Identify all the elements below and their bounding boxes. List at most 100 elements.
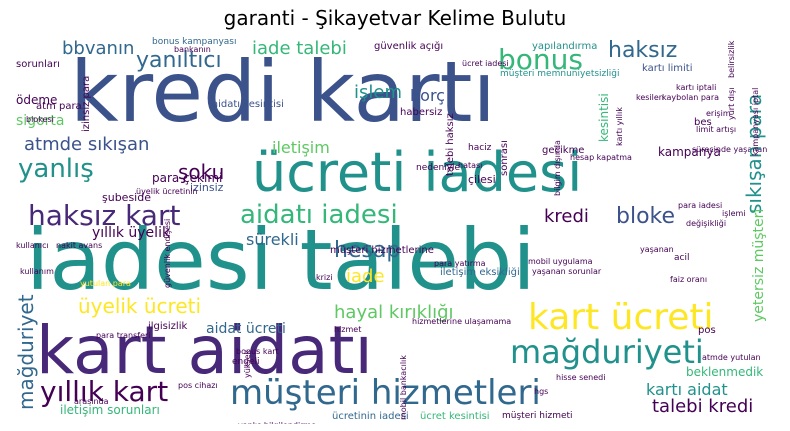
word: para transferi [96, 331, 151, 340]
word: mobil bankacılık [399, 355, 408, 420]
word: sigorta [16, 113, 65, 129]
word: haciz [468, 143, 492, 153]
word: ödeme [16, 93, 58, 107]
word-cloud: kredi kartı iadesi talebi kart aidatı üc… [16, 36, 775, 424]
word: yanlış bilgilendirme [238, 422, 316, 425]
word: bankanın [174, 45, 211, 54]
word: değişikliği [686, 219, 727, 228]
word: bes [694, 117, 712, 128]
word: işlemi [722, 209, 746, 218]
word: nedeniyle [416, 163, 461, 173]
word: yanıltıcı [136, 48, 222, 73]
word: iletişim [272, 138, 330, 157]
word: sorunları [16, 59, 60, 70]
word: para yatırma [434, 259, 486, 268]
word: limit artışı [696, 125, 737, 134]
word: krizi [316, 273, 333, 282]
word: mobil uygulama [528, 257, 593, 266]
word: pos cihazı [178, 381, 218, 390]
word: yurt dışı [727, 87, 736, 120]
word: kartı yıllık [615, 107, 624, 146]
word: hayal kırıklığı [334, 302, 454, 323]
word: blokesi [26, 115, 54, 124]
word: sonrası [499, 140, 510, 176]
word: aidatı iadesi [240, 200, 398, 230]
word: yıllık üyelik [92, 225, 171, 241]
word: acil [674, 253, 690, 263]
word: borç [410, 86, 445, 105]
word: atmde yutulan [702, 353, 761, 362]
word: iade [346, 266, 385, 287]
word: erişim [706, 109, 731, 118]
word: müşteri hizmeti [502, 411, 573, 421]
word: kampanya [658, 145, 721, 159]
word: iletişim eksikliği [440, 267, 520, 278]
word: güvenlik açığı [374, 41, 444, 52]
word: müşteri hizmetlerine [330, 245, 434, 256]
word: çilesi [468, 173, 496, 186]
word: üyelik ücreti [78, 294, 202, 318]
word: yaşanan sorunlar [532, 267, 602, 276]
word: kesilen [636, 93, 664, 102]
word: hesap [334, 238, 401, 263]
word: yıllık kart [40, 375, 169, 408]
word: müşteri memnuniyetsizliği [500, 69, 620, 79]
word: iadesi talebi [26, 211, 536, 309]
word: kartı limiti [642, 63, 693, 74]
word: atm para [36, 101, 82, 112]
word: mağduriyeti [510, 333, 704, 371]
word: yutulan para [80, 279, 131, 288]
word: ücret iadesi [462, 59, 509, 68]
word: para çekimi [152, 171, 223, 185]
word: para iadesi [678, 201, 723, 210]
word: talebi haksız [445, 113, 456, 176]
word: bloke [616, 204, 676, 229]
word: hizmetlerine ulaşamama [412, 317, 512, 326]
word: engeli [232, 357, 260, 367]
word: ücretinin iadesi [332, 411, 409, 422]
word: kartı iptali [676, 83, 717, 92]
word: hgs [534, 387, 549, 396]
word: haksız kart [28, 199, 181, 232]
word: ilgisizlik [148, 321, 188, 332]
word: bilgim dışında [553, 140, 562, 196]
word: müşteri hizmetleri [230, 373, 541, 413]
word: üyelik ücretinin [136, 187, 198, 196]
word: aidatı kesintisi [212, 99, 284, 110]
word: izinsiz para [81, 75, 92, 132]
word: belirsizlik [727, 40, 736, 78]
word: faiz oranı [670, 275, 708, 284]
chart-title: garanti - Şikayetvar Kelime Bulutu [223, 6, 567, 30]
word: kart ücreti [528, 297, 714, 338]
word: izinsiz [190, 181, 224, 194]
word: ücreti iadesi [252, 141, 583, 204]
word: arasında [74, 397, 109, 406]
word: haksız [608, 38, 678, 63]
word: kartı aidat [646, 380, 728, 399]
word: gecikme [542, 145, 585, 156]
word: nakit avans [56, 241, 103, 250]
word: hesap kapatma [570, 153, 632, 162]
word: kredi [544, 206, 589, 227]
word: mağduriyet [16, 294, 38, 410]
word: iletişim sorunları [60, 403, 160, 417]
word: bonus kampanyası [152, 37, 237, 47]
word: pos [698, 325, 716, 336]
word: yapılandırma [532, 41, 598, 52]
word: habersiz [400, 107, 443, 118]
word: işlem [354, 82, 402, 103]
word: ücret kesintisi [420, 411, 490, 422]
word: şoku [178, 160, 225, 184]
word: hatası [458, 161, 483, 170]
word: kullanıcı [16, 241, 49, 250]
word: kullanım [20, 267, 54, 276]
word: hizmet [334, 325, 362, 334]
word: iade talebi [252, 38, 347, 59]
word: yüksek [243, 349, 252, 378]
word: güvenlik endişesi [163, 218, 172, 288]
word: şubeside [102, 191, 151, 204]
word: kredi kartı [70, 43, 496, 141]
word: sürekli [246, 230, 299, 249]
word: yaşanan [640, 245, 674, 254]
word: bbvanın [62, 38, 135, 59]
